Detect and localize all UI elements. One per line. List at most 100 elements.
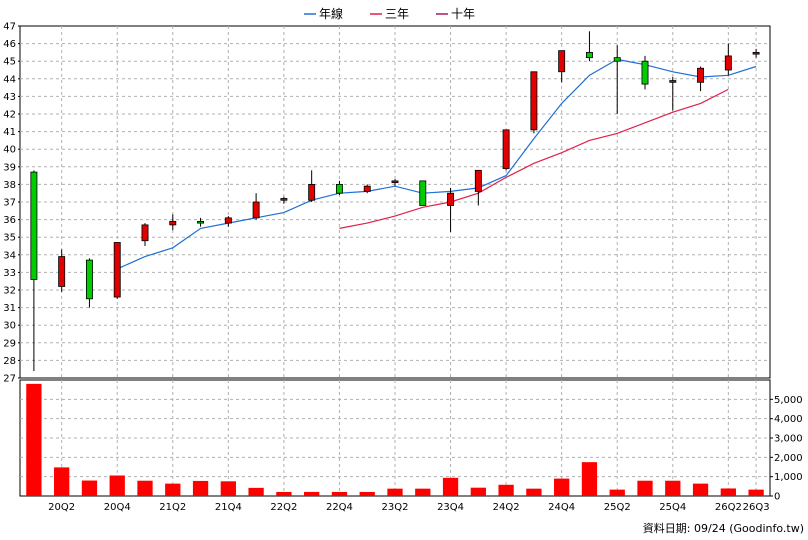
- volume-bar: [276, 491, 292, 496]
- volume-tick-label: 5,000: [774, 395, 803, 406]
- quarter-tick-label: 24Q4: [548, 502, 575, 513]
- volume-bar: [109, 475, 125, 496]
- candle: [391, 179, 399, 187]
- candle: [335, 180, 343, 195]
- candle: [447, 187, 455, 232]
- legend-label: 年線: [319, 6, 343, 21]
- price-tick-label: 41: [3, 127, 16, 138]
- quarter-tick-label: 20Q4: [104, 502, 131, 513]
- volume-bar: [609, 489, 625, 496]
- legend-label: 十年: [451, 7, 475, 21]
- candle: [224, 216, 232, 227]
- volume-bar: [415, 488, 431, 496]
- volume-bar: [137, 480, 153, 496]
- volume-tick-label: 0: [774, 492, 780, 503]
- volume-bar: [26, 383, 42, 496]
- volume-bar: [304, 491, 320, 496]
- volume-bars: [26, 383, 764, 496]
- quarter-tick-labels: 20Q2 20Q4 21Q2 21Q4 22Q2 22Q4 23Q2 23Q4 24Q2 24Q4…: [48, 502, 769, 513]
- candle: [641, 55, 649, 90]
- price-tick-label: 37: [3, 198, 16, 209]
- price-tick-label: 42: [3, 110, 16, 121]
- moving-average-lines: [116, 58, 757, 270]
- volume-bar: [692, 483, 709, 496]
- candle: [724, 43, 732, 76]
- quarter-tick-label: 25Q4: [659, 502, 686, 513]
- volume-bar: [498, 484, 514, 496]
- volume-bar: [54, 467, 70, 496]
- legend-item: 三年: [370, 7, 409, 21]
- candle: [363, 184, 371, 194]
- volume-bar: [637, 480, 653, 496]
- candle: [30, 170, 38, 371]
- volume-tick-labels: 0 1,000 2,000 3,000 4,000 5,000: [770, 395, 803, 503]
- volume-bar: [165, 483, 181, 496]
- candle: [113, 242, 121, 299]
- quarter-tick-label: 21Q4: [215, 502, 242, 513]
- legend: 年線 三年 十年: [304, 6, 475, 21]
- price-tick-label: 39: [3, 162, 16, 173]
- volume-tick-label: 4,000: [774, 414, 803, 425]
- quarter-tick-label: 22Q4: [326, 502, 353, 513]
- quarter-tick-label: 25Q2: [604, 502, 631, 513]
- candle: [697, 66, 705, 92]
- candle: [669, 77, 677, 111]
- price-tick-label: 43: [3, 92, 16, 103]
- volume-bar: [442, 477, 459, 496]
- candle: [502, 129, 510, 171]
- candle: [308, 170, 316, 202]
- candle: [474, 169, 482, 206]
- price-tick-label: 28: [3, 356, 16, 367]
- candle: [280, 196, 288, 204]
- quarter-tick-label: 22Q2: [270, 502, 297, 513]
- candle: [169, 214, 177, 231]
- quarter-tick-label: 23Q4: [437, 502, 464, 513]
- price-tick-label: 31: [3, 303, 16, 314]
- quarter-tick-label: 26Q3: [743, 502, 770, 513]
- volume-bar: [387, 488, 403, 496]
- price-tick-label: 33: [3, 268, 16, 279]
- volume-bar: [248, 487, 264, 496]
- volume-bar: [720, 488, 736, 496]
- price-tick-label: 30: [3, 321, 16, 332]
- volume-tick-label: 2,000: [774, 453, 803, 464]
- price-tick-label: 47: [3, 22, 16, 33]
- price-tick-label: 35: [3, 233, 16, 244]
- series-line: [339, 88, 729, 229]
- candle: [558, 50, 566, 83]
- volume-bar: [470, 487, 486, 496]
- quarter-tick-label: 26Q2: [715, 502, 742, 513]
- price-tick-label: 38: [3, 180, 16, 191]
- quarter-tick-label: 24Q2: [493, 502, 520, 513]
- legend-label: 三年: [385, 7, 409, 21]
- candle: [752, 48, 760, 58]
- candle: [585, 31, 593, 62]
- candles: [30, 31, 760, 371]
- candle: [58, 249, 66, 292]
- volume-bar: [665, 480, 681, 496]
- volume-bar: [331, 491, 348, 496]
- legend-item: 十年: [436, 7, 475, 21]
- price-tick-label: 32: [3, 286, 16, 297]
- price-tick-label: 27: [3, 374, 16, 385]
- volume-bar: [526, 488, 542, 496]
- volume-tick-label: 1,000: [774, 472, 803, 483]
- price-tick-label: 44: [3, 74, 16, 85]
- volume-tick-label: 3,000: [774, 434, 803, 445]
- volume-bar: [192, 480, 209, 496]
- price-tick-label: 34: [3, 250, 16, 261]
- quarter-tick-label: 23Q2: [382, 502, 409, 513]
- legend-item: 年線: [304, 6, 343, 21]
- quarter-tick-label: 20Q2: [48, 502, 75, 513]
- volume-bar: [581, 462, 598, 496]
- price-tick-label: 36: [3, 215, 16, 226]
- price-tick-label: 45: [3, 57, 16, 68]
- volume-bar: [81, 480, 98, 496]
- volume-bar: [359, 491, 375, 496]
- volume-bar: [748, 489, 764, 496]
- candle: [613, 45, 621, 114]
- candle: [85, 258, 93, 308]
- price-tick-label: 40: [3, 145, 16, 156]
- candle: [252, 193, 260, 220]
